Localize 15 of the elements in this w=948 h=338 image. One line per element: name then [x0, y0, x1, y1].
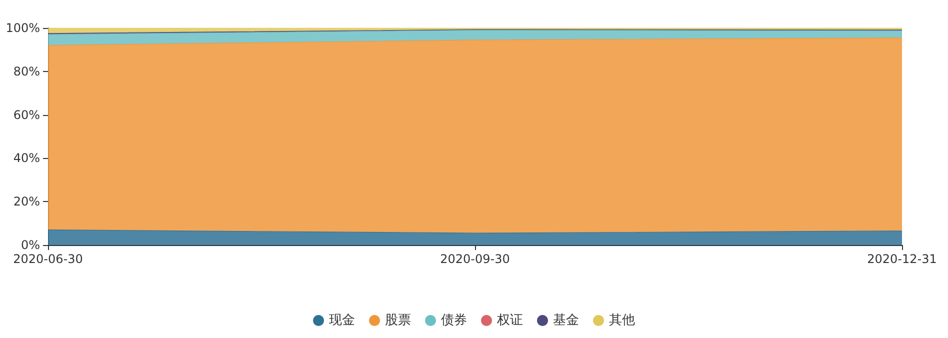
legend-label: 债券 — [441, 313, 467, 328]
y-tick-label: 40% — [13, 151, 40, 166]
legend-label: 权证 — [496, 313, 523, 328]
legend-label: 其他 — [609, 313, 635, 328]
x-tick-label: 2020-12-31 — [867, 252, 937, 266]
x-tick-label: 2020-06-30 — [13, 252, 83, 266]
legend-label: 基金 — [553, 313, 579, 328]
y-tick-label: 80% — [13, 64, 40, 78]
y-tick-label: 100% — [6, 21, 40, 35]
legend-label: 现金 — [329, 313, 355, 328]
y-tick-label: 20% — [13, 194, 40, 209]
y-tick-label: 60% — [13, 108, 40, 122]
legend-label: 股票 — [385, 313, 411, 328]
x-tick-label: 2020-09-30 — [440, 252, 510, 266]
y-tick-label: 0% — [20, 238, 40, 252]
